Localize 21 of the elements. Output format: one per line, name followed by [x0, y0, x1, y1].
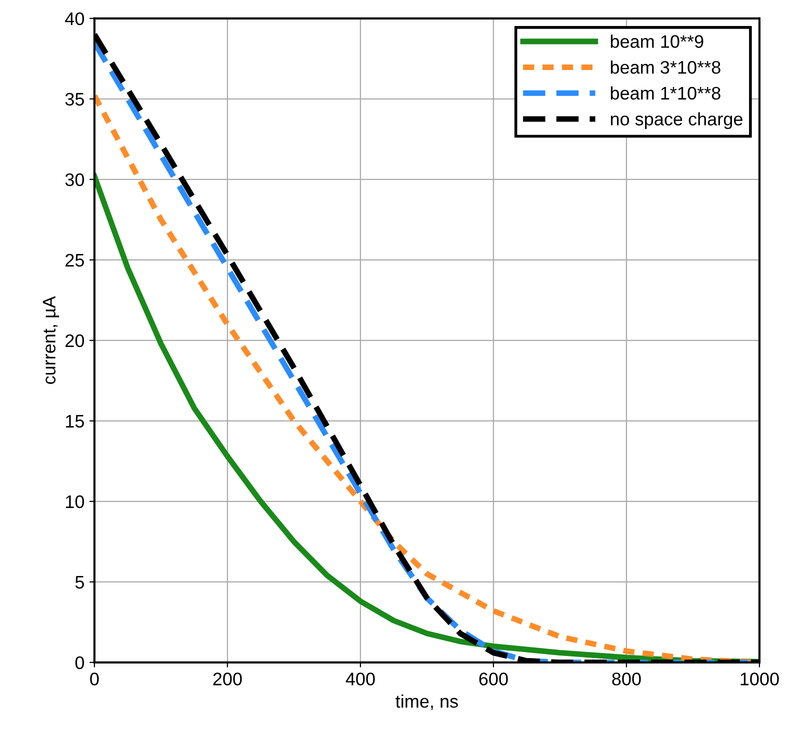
y-tick-label: 5: [75, 576, 84, 589]
x-tick-label: 0: [90, 672, 99, 686]
y-tick-label: 0: [75, 656, 84, 670]
x-tick-label: 400: [346, 672, 375, 686]
legend-label: beam 1*10**8: [610, 86, 720, 100]
x-axis-title: time, ns: [396, 694, 458, 710]
x-tick-label: 800: [612, 672, 641, 686]
y-tick-label: 40: [65, 12, 84, 26]
legend-label: no space charge: [610, 112, 742, 130]
x-tick-label: 1000: [740, 672, 779, 686]
x-tick-label: 600: [479, 672, 508, 686]
legend-label: beam 3*10**8: [610, 60, 720, 74]
y-tick-label: 25: [66, 254, 84, 267]
legend-label: beam 10**9: [610, 34, 704, 48]
y-tick-label: 30: [65, 173, 84, 186]
y-tick-label: 35: [65, 92, 84, 106]
y-axis-title: current, µA: [42, 296, 60, 384]
y-tick-label: 15: [66, 415, 84, 428]
y-tick-label: 20: [66, 334, 84, 348]
x-tick-label: 200: [213, 672, 242, 686]
y-tick-label: 10: [66, 495, 84, 508]
